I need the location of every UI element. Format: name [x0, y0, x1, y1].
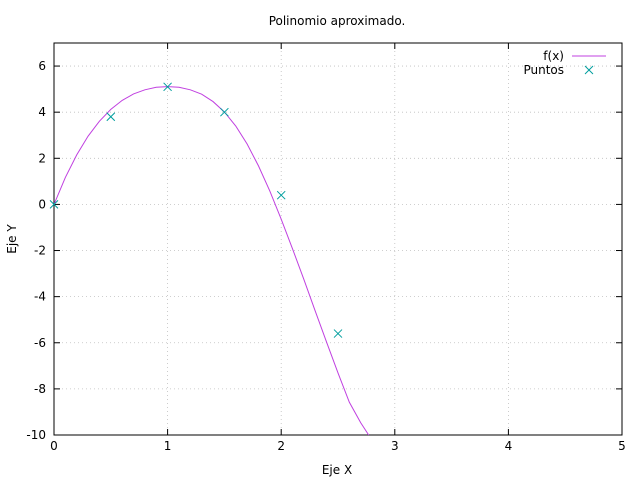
data-point-marker	[49, 200, 59, 209]
x-axis-ticks: 0 1 2 3 4 5	[50, 43, 626, 453]
grid	[54, 43, 622, 435]
y-tick-label: -6	[34, 336, 46, 350]
x-tick-label: 3	[391, 439, 399, 453]
x-tick-label: 0	[50, 439, 58, 453]
y-tick-label: 6	[38, 59, 46, 73]
legend-marker-x	[584, 65, 594, 75]
y-axis-label: Eje Y	[5, 224, 19, 254]
y-tick-label: 4	[38, 105, 46, 119]
legend-x-marker	[584, 65, 594, 75]
y-axis-ticks: -10 -8 -6 -4 -2 0 2 4 6	[26, 59, 622, 442]
x-axis-label: Eje X	[322, 463, 352, 477]
y-tick-label: 0	[38, 197, 46, 211]
legend: f(x) Puntos	[523, 49, 606, 77]
y-tick-label: 2	[38, 151, 46, 165]
y-tick-label: -4	[34, 290, 46, 304]
data-point-marker	[333, 329, 343, 338]
x-tick-label: 2	[277, 439, 285, 453]
plot-series	[49, 82, 370, 436]
series-line-fx	[53, 86, 370, 436]
legend-label-puntos: Puntos	[523, 63, 564, 77]
data-point-marker	[106, 112, 116, 122]
y-tick-label: -8	[34, 382, 46, 396]
data-point-marker	[163, 82, 172, 92]
chart-title: Polinomio aproximado.	[269, 14, 406, 28]
data-point-marker	[276, 190, 286, 200]
x-tick-label: 5	[618, 439, 626, 453]
data-point-marker	[220, 107, 229, 117]
x-tick-label: 4	[505, 439, 513, 453]
x-tick-label: 1	[164, 439, 172, 453]
y-tick-label: -10	[26, 428, 46, 442]
plot-frame	[53, 42, 623, 436]
y-tick-label: -2	[34, 244, 46, 258]
legend-label-fx: f(x)	[543, 49, 564, 63]
